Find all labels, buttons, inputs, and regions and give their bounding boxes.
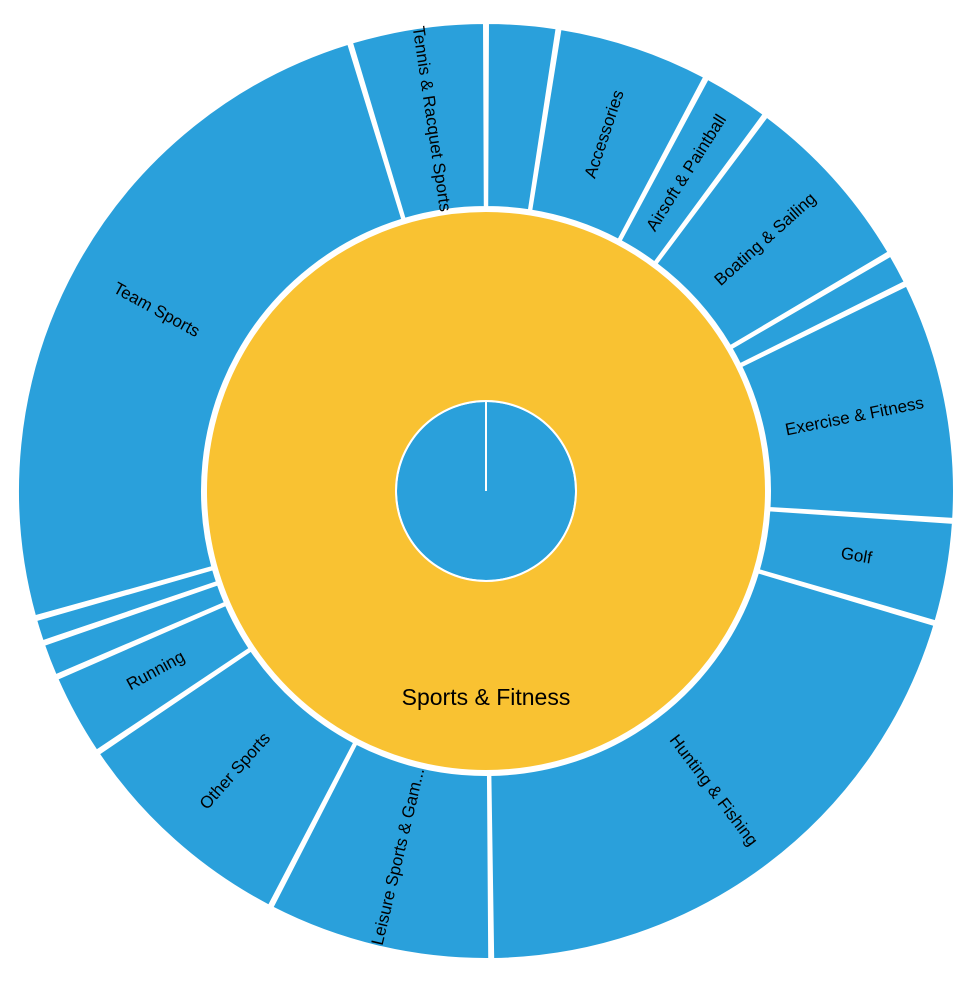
segment-unlabeled-4[interactable] <box>730 254 906 366</box>
segment-other-sports[interactable] <box>97 649 356 907</box>
segment-airsoft-paintball[interactable] <box>619 77 765 264</box>
segment-unlabeled-0[interactable] <box>486 22 558 212</box>
segment-boating-sailing[interactable] <box>655 115 890 348</box>
segment-unlabeled-11[interactable] <box>43 583 226 677</box>
segment-unlabeled-12[interactable] <box>35 568 219 643</box>
segment-running[interactable] <box>56 603 251 752</box>
segment-exercise-fitness[interactable] <box>740 284 955 520</box>
segment-team-sports[interactable] <box>17 42 404 618</box>
segment-hunting-fishing[interactable] <box>489 571 936 960</box>
segment-accessories[interactable] <box>530 27 706 241</box>
segment-tennis-racquet-sports[interactable] <box>350 22 486 220</box>
segment-sports-fitness[interactable] <box>205 210 767 772</box>
segment-label-sports-fitness: Sports & Fitness <box>402 684 571 710</box>
segment-golf[interactable] <box>757 509 954 623</box>
segment-leisure-sports-gam[interactable] <box>271 742 491 960</box>
